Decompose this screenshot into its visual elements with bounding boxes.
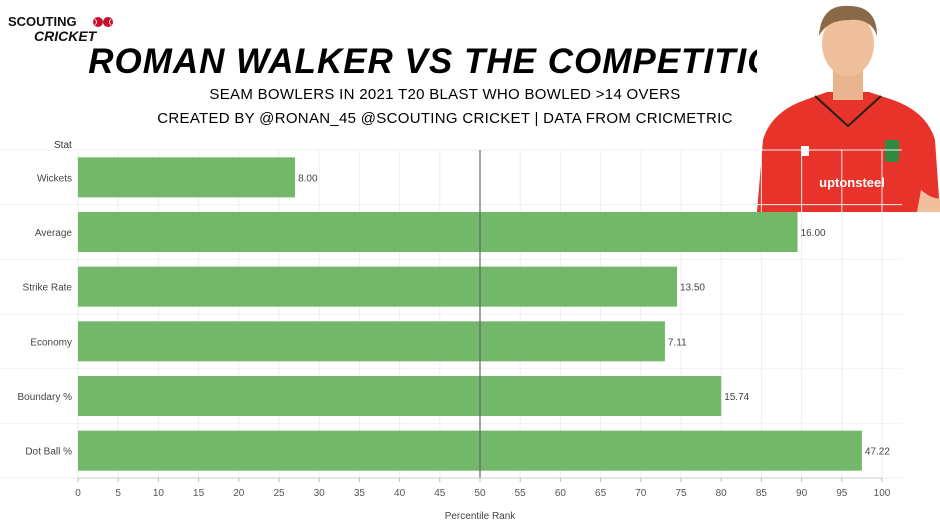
bar	[78, 212, 798, 252]
bar	[78, 376, 722, 416]
category-label: Dot Ball %	[25, 447, 72, 458]
data-label: 7.11	[668, 337, 687, 348]
x-tick-label: 35	[354, 488, 366, 499]
row-header: Stat	[54, 140, 72, 151]
x-tick-label: 60	[555, 488, 567, 499]
x-tick-label: 100	[874, 488, 891, 499]
logo-line2: CRICKET	[34, 28, 97, 44]
x-tick-label: 95	[836, 488, 848, 499]
x-tick-label: 40	[394, 488, 406, 499]
x-tick-label: 5	[115, 488, 121, 499]
category-label: Boundary %	[18, 392, 73, 403]
x-tick-label: 75	[675, 488, 687, 499]
x-axis-label: Percentile Rank	[444, 511, 516, 522]
x-tick-label: 65	[595, 488, 607, 499]
data-label: 8.00	[298, 173, 318, 184]
data-label: 15.74	[724, 392, 749, 403]
bar	[78, 157, 296, 198]
scouting-cricket-logo: SCOUTING CRICKET	[8, 14, 118, 48]
cricket-balls-icon	[93, 17, 113, 27]
x-tick-label: 45	[434, 488, 446, 499]
x-tick-label: 30	[314, 488, 326, 499]
x-tick-label: 0	[75, 488, 81, 499]
chart-subtitle: SEAM BOWLERS IN 2021 T20 BLAST WHO BOWLE…	[209, 86, 681, 103]
data-label: 13.50	[680, 283, 705, 294]
x-tick-label: 50	[474, 488, 486, 499]
category-label: Wickets	[37, 173, 72, 184]
player-sponsor-text: uptonsteel	[819, 175, 885, 190]
data-label: 16.00	[801, 228, 826, 239]
x-tick-label: 55	[515, 488, 527, 499]
bar	[78, 430, 862, 471]
x-tick-label: 20	[233, 488, 245, 499]
data-label: 47.22	[865, 447, 890, 458]
x-tick-label: 85	[756, 488, 768, 499]
x-tick-label: 10	[153, 488, 165, 499]
x-tick-label: 15	[193, 488, 205, 499]
bar	[78, 321, 665, 362]
player-photo: uptonsteel	[757, 0, 940, 212]
logo-line1: SCOUTING	[8, 14, 77, 29]
category-label: Strike Rate	[23, 283, 73, 294]
x-tick-label: 25	[273, 488, 285, 499]
category-label: Average	[35, 228, 73, 239]
bar	[78, 266, 677, 307]
x-tick-label: 80	[716, 488, 728, 499]
category-label: Economy	[30, 337, 72, 348]
x-tick-label: 90	[796, 488, 808, 499]
chart-credit: CREATED BY @RONAN_45 @SCOUTING CRICKET |…	[157, 110, 733, 127]
chart-title: ROMAN WALKER VS THE COMPETITION	[88, 42, 802, 81]
x-tick-label: 70	[635, 488, 647, 499]
